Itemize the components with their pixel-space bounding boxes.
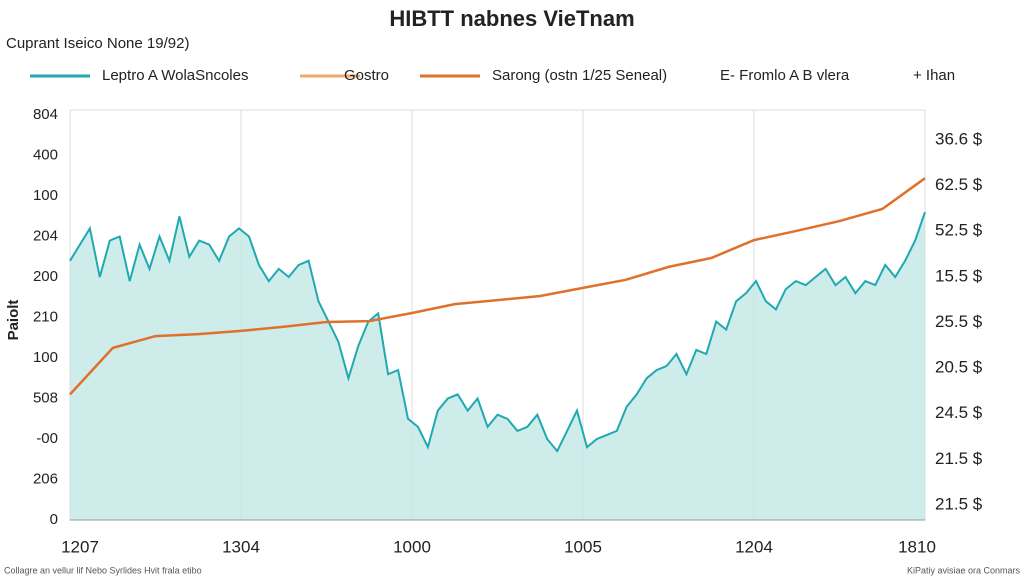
y2-tick-label: 24.5 $ — [935, 403, 983, 422]
subtitle: Cuprant Iseico None 19/92) — [6, 35, 189, 52]
y-tick-label: 200 — [33, 268, 58, 285]
legend-label: Gostro — [344, 67, 389, 84]
y-tick-label: 100 — [33, 349, 58, 366]
y2-tick-label: 21.5 $ — [935, 494, 983, 513]
line — [69, 177, 926, 396]
y-axis-label: Paiolt — [5, 300, 22, 341]
y2-tick-label: 15.5 $ — [935, 266, 983, 285]
y-tick-label: 204 — [33, 227, 58, 244]
x-tick-label: 1005 — [564, 537, 602, 556]
y2-tick-label: 52.5 $ — [935, 221, 983, 240]
y-tick-label: 206 — [33, 470, 58, 487]
x-tick-label: 1304 — [222, 537, 260, 556]
y-tick-label: 100 — [33, 187, 58, 204]
x-tick-label: 1810 — [898, 537, 936, 556]
legend-label: + Ihan — [913, 67, 955, 84]
y2-tick-label: 25.5 $ — [935, 312, 983, 331]
y-tick-label: 400 — [33, 146, 58, 163]
x-tick-label: 1000 — [393, 537, 431, 556]
y-tick-label: 0 — [50, 511, 58, 528]
legend-label: Sarong (ostn 1/25 Seneal) — [492, 67, 667, 84]
y-tick-label: 508 — [33, 389, 58, 406]
x-tick-label: 1207 — [61, 537, 99, 556]
y-tick-label: -00 — [36, 430, 58, 447]
footer: Collagre an vellur lif Nebo Syrlides Hvi… — [4, 565, 202, 575]
x-tick-label: 1204 — [735, 537, 773, 556]
y2-tick-label: 62.5 $ — [935, 175, 983, 194]
y2-tick-label: 21.5 $ — [935, 449, 983, 468]
legend-label: Leptro A WolaSncoles — [102, 67, 248, 84]
y2-tick-label: 36.6 $ — [935, 129, 983, 148]
y-tick-label: 210 — [33, 308, 58, 325]
legend-label: E- Fromlo A B vlera — [720, 67, 850, 84]
chart-title: HIBTT nabnes VieTnam — [389, 6, 634, 31]
area — [70, 212, 925, 520]
line — [69, 211, 926, 453]
footer: KiPatiy avisiae ora Conmars — [907, 565, 1021, 575]
y2-tick-label: 20.5 $ — [935, 358, 983, 377]
y-tick-label: 804 — [33, 106, 58, 123]
